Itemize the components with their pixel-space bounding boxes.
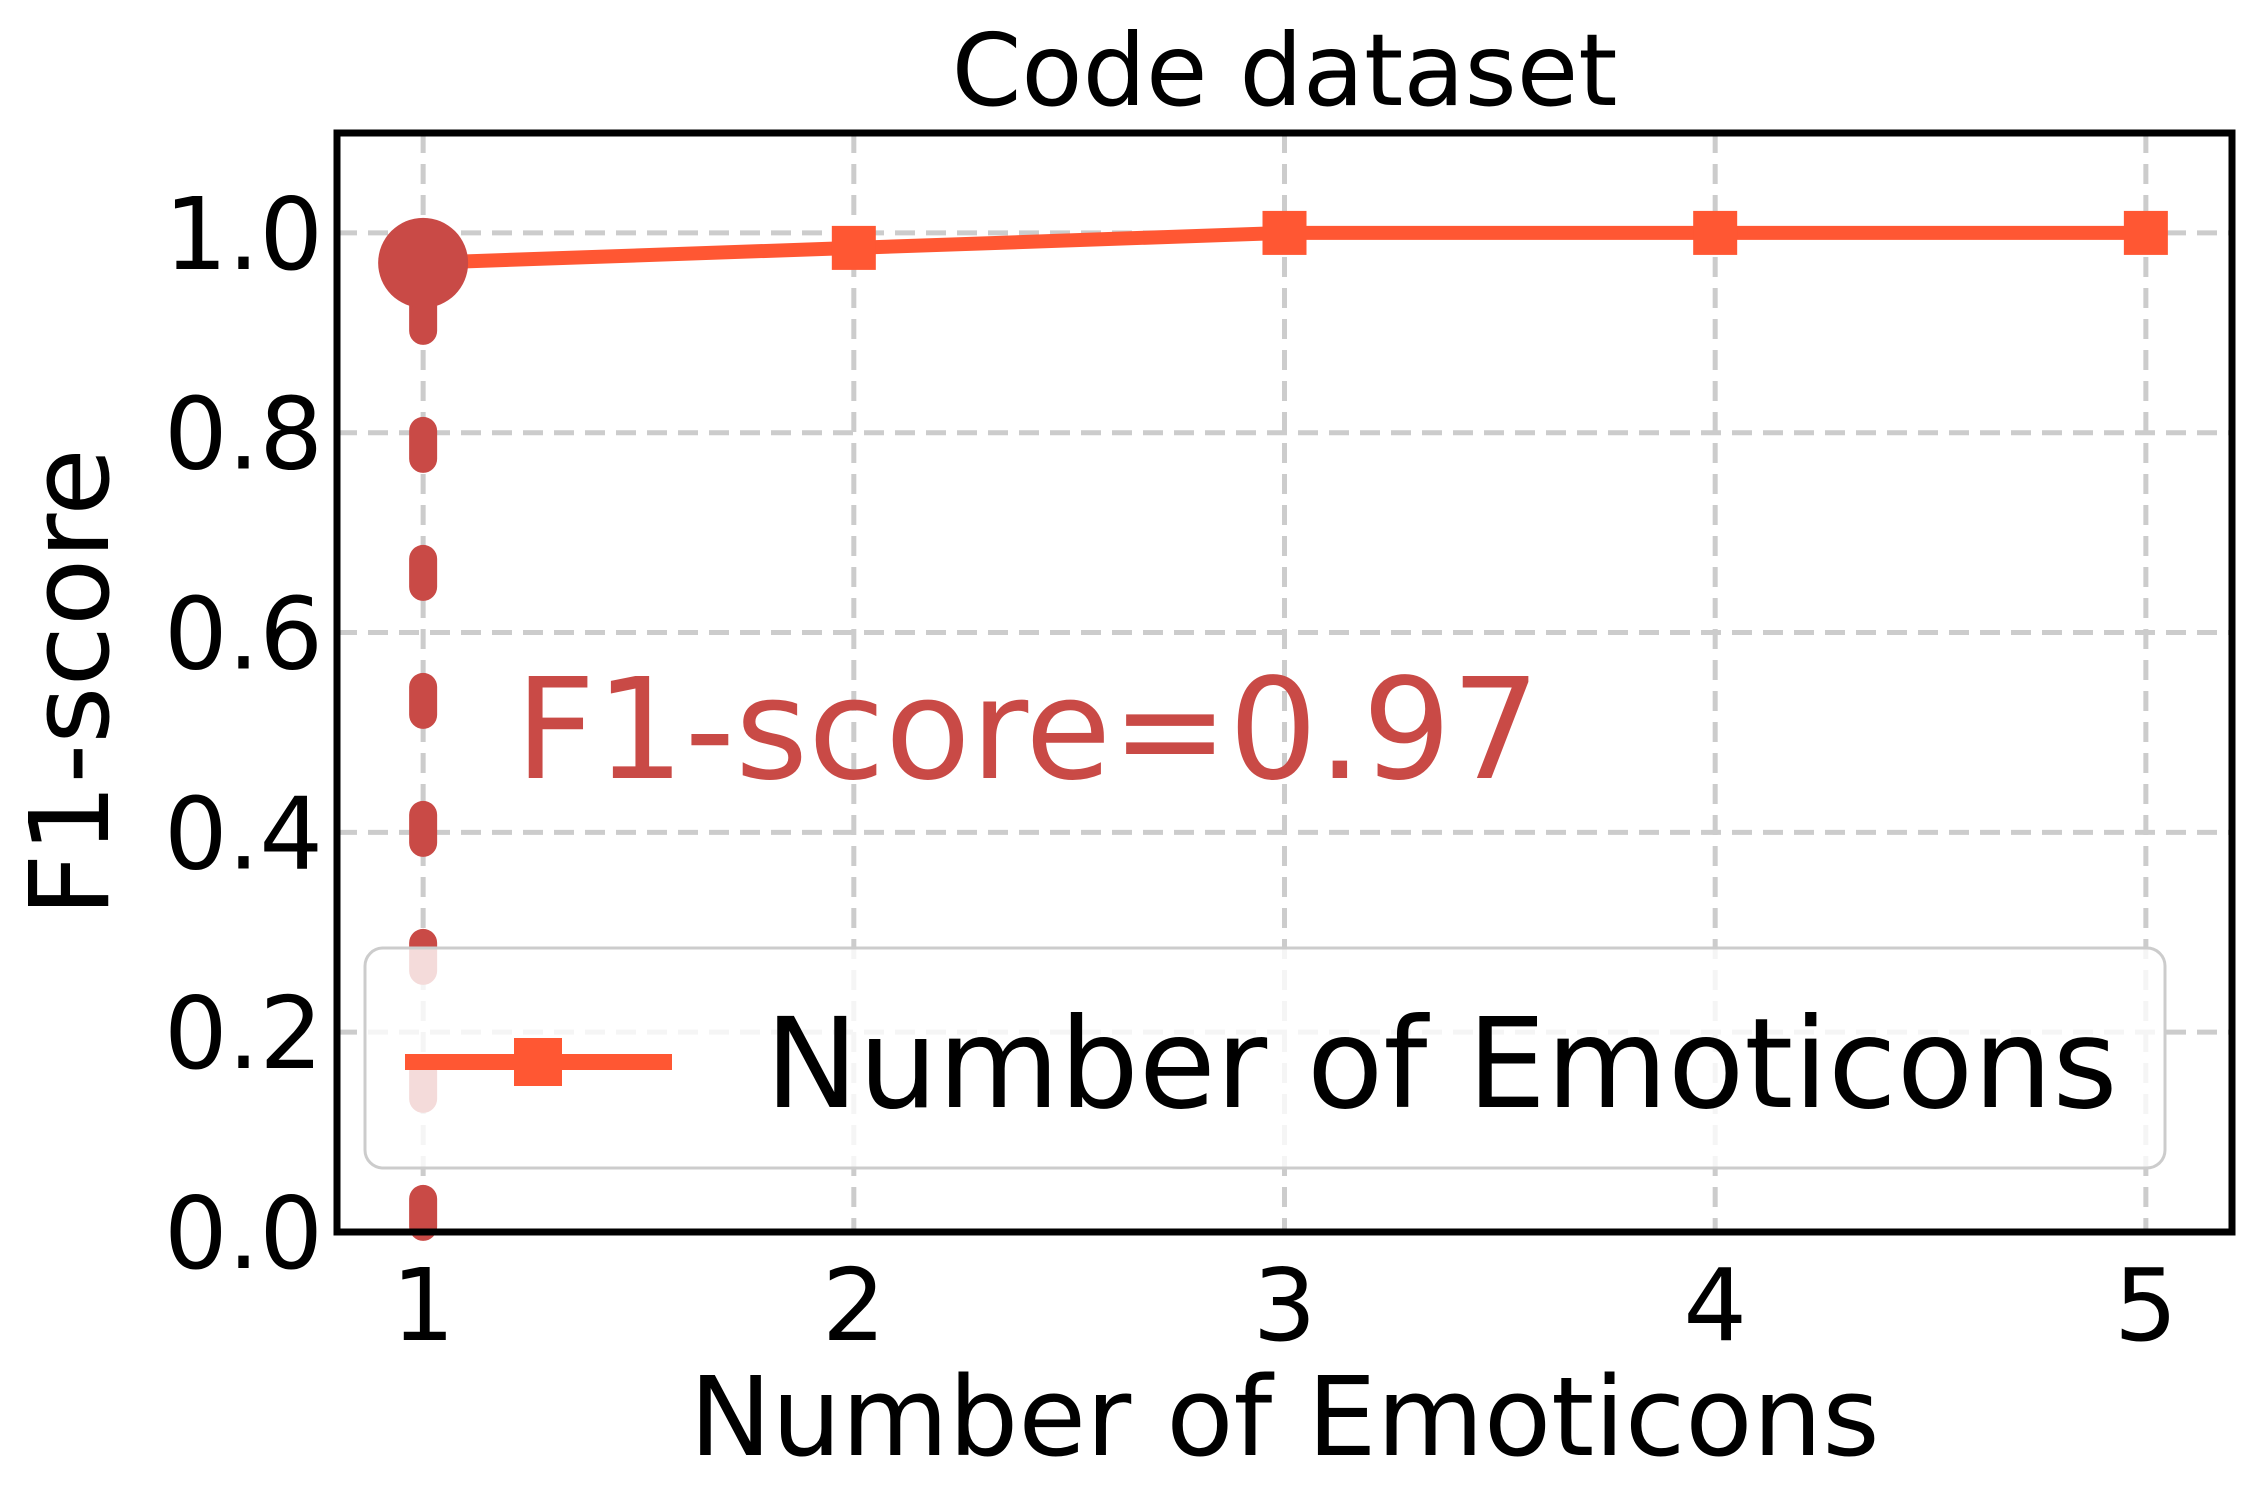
- series-layer: [378, 210, 2168, 308]
- series-marker: [831, 225, 876, 270]
- legend-marker-swatch: [514, 1038, 562, 1086]
- series-marker: [2123, 210, 2168, 255]
- x-tick-label: 3: [1253, 1247, 1317, 1364]
- y-tick-label: 0.2: [164, 975, 323, 1092]
- x-tick-labels: 1 2 3 4 5: [391, 1247, 2177, 1364]
- x-tick-label: 4: [1683, 1247, 1747, 1364]
- series-marker: [1262, 210, 1307, 255]
- plot-frame: [333, 129, 2236, 1236]
- y-tick-label: 1.0: [164, 176, 323, 293]
- y-tick-label: 0.0: [164, 1175, 323, 1292]
- y-axis-title: F1-score: [6, 448, 134, 917]
- highlight-point: [378, 217, 469, 308]
- y-tick-label: 0.8: [164, 376, 323, 493]
- f1-score-annotation: F1-score=0.97: [515, 649, 1540, 812]
- x-tick-label: 5: [2114, 1247, 2178, 1364]
- y-tick-label: 0.6: [164, 576, 323, 693]
- legend-label: Number of Emoticons: [765, 992, 2118, 1137]
- y-tick-labels: 0.0 0.2 0.4 0.6 0.8 1.0: [164, 176, 323, 1292]
- x-tick-label: 1: [391, 1247, 455, 1364]
- legend-box: [363, 946, 2167, 1170]
- series-marker: [1693, 210, 1738, 255]
- x-axis-title: Number of Emoticons: [689, 1353, 1879, 1481]
- chart-title: Code dataset: [952, 12, 1618, 129]
- legend: Number of Emoticons: [363, 946, 2167, 1170]
- y-tick-label: 0.4: [164, 775, 323, 892]
- x-tick-label: 2: [822, 1247, 886, 1364]
